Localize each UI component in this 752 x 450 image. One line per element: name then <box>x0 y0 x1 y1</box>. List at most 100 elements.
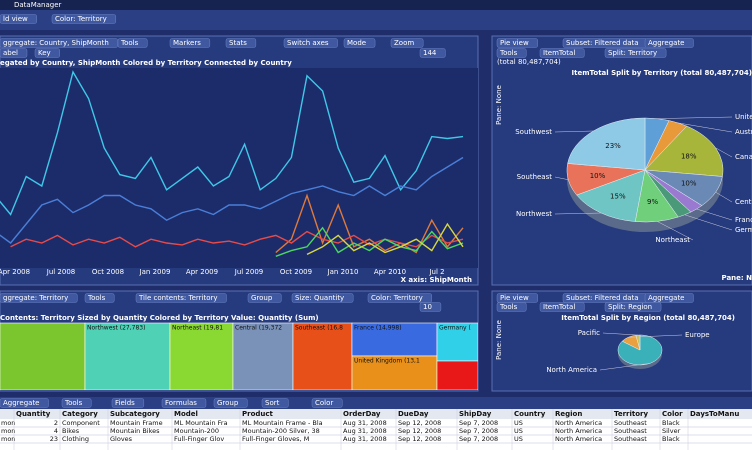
slice-category: Southwest <box>515 128 552 136</box>
toolbar-button[interactable]: Markers <box>173 39 201 47</box>
slice-label: 23% <box>605 142 621 150</box>
plot-area <box>0 68 478 268</box>
button-bg[interactable] <box>644 38 694 48</box>
x-tick-label: Jul 2008 <box>46 268 76 276</box>
toolbar-button[interactable]: Formulas <box>165 399 197 407</box>
toolbar-button[interactable]: Sort <box>265 399 280 407</box>
button-bg[interactable] <box>539 302 585 312</box>
toolbar-button[interactable]: ggregate: Territory <box>3 294 68 302</box>
button-bg[interactable] <box>419 302 442 312</box>
series-line <box>0 70 464 216</box>
treemap-title: Contents: Territory Sized by Quantity Co… <box>0 314 319 322</box>
table-cell: Black <box>662 419 680 427</box>
column-header: Category <box>62 410 98 418</box>
button-bg[interactable] <box>539 48 585 58</box>
toolbar-button[interactable]: ItemTotal <box>543 303 575 311</box>
button-bg[interactable] <box>604 48 667 58</box>
toolbar-button[interactable]: Fields <box>115 399 135 407</box>
toolbar-button[interactable]: Tools <box>499 303 518 311</box>
table-cell: Silver <box>662 427 681 435</box>
button-bg[interactable] <box>496 48 527 58</box>
button-bg[interactable] <box>0 398 49 408</box>
toolbar-button[interactable]: Subset: Filtered data <box>566 294 639 302</box>
button-bg[interactable] <box>161 398 207 408</box>
toolbar-button[interactable]: Group <box>217 399 239 407</box>
toolbar-button[interactable]: Split: Region <box>608 303 652 311</box>
button-bg[interactable] <box>644 293 694 303</box>
toolbar-button[interactable]: ld view <box>3 15 28 23</box>
column-header: Model <box>174 410 198 418</box>
toolbar-button[interactable]: Aggregate <box>648 294 685 302</box>
table-cell: Mountain Bikes <box>110 427 160 435</box>
column-header: Territory <box>614 410 649 418</box>
column-header: Quantity <box>16 410 51 418</box>
table-cell: North America <box>555 427 602 435</box>
column-header: Region <box>555 410 582 418</box>
button-bg[interactable] <box>34 48 60 58</box>
toolbar-button[interactable]: Tile contents: Territory <box>138 294 218 302</box>
toolbar-button[interactable]: Zoom <box>394 39 414 47</box>
toolbar-button[interactable]: 144 <box>423 49 437 57</box>
slice-label: 9% <box>647 198 658 206</box>
button-bg[interactable] <box>135 293 227 303</box>
toolbar-button[interactable]: Pie view <box>500 294 529 302</box>
button-bg[interactable] <box>604 302 662 312</box>
button-bg[interactable] <box>390 38 424 48</box>
button-bg[interactable] <box>84 293 115 303</box>
toolbar-button[interactable]: Tools <box>64 399 83 407</box>
toolbar-button[interactable]: Stats <box>229 39 247 47</box>
toolbar-button[interactable]: Color: Territory <box>371 294 423 302</box>
slice-category: Canada <box>735 153 752 161</box>
toolbar-button[interactable]: Tools <box>120 39 139 47</box>
toolbar-button[interactable]: ggregate: Country, ShipMonth <box>3 39 109 47</box>
toolbar-button[interactable]: Color: Territory <box>55 15 107 23</box>
series-line <box>275 193 464 254</box>
button-bg[interactable] <box>367 293 433 303</box>
button-bg[interactable] <box>247 293 282 303</box>
tile-label: France (14,998) <box>354 325 402 332</box>
button-bg[interactable] <box>283 38 338 48</box>
column-header: Country <box>514 410 546 418</box>
button-bg[interactable] <box>0 48 28 58</box>
table-cell: Full-Finger Gloves, M <box>242 435 309 443</box>
button-bg[interactable] <box>225 38 257 48</box>
table-cell: North America <box>555 419 602 427</box>
button-bg[interactable] <box>419 48 446 58</box>
toolbar-button[interactable]: Split: Territory <box>608 49 657 57</box>
button-bg[interactable] <box>311 398 343 408</box>
app-title: DataManager <box>14 1 62 9</box>
button-bg[interactable] <box>0 293 78 303</box>
tile-label: Northwest (27,783) <box>87 325 145 332</box>
toolbar-button[interactable]: Tools <box>87 294 106 302</box>
toolbar-button[interactable]: Subset: Filtered data <box>566 39 639 47</box>
button-bg[interactable] <box>213 398 248 408</box>
button-bg[interactable] <box>343 38 376 48</box>
button-bg[interactable] <box>169 38 211 48</box>
toolbar-button[interactable]: Switch axes <box>287 39 329 47</box>
toolbar-button[interactable]: 10 <box>423 303 432 311</box>
button-bg[interactable] <box>111 398 145 408</box>
toolbar-button[interactable]: Aggregate <box>3 399 40 407</box>
button-bg[interactable] <box>117 38 148 48</box>
toolbar-button[interactable]: Tools <box>499 49 518 57</box>
table-cell: Southeast <box>614 419 647 427</box>
toolbar-button[interactable]: Pie view <box>500 39 529 47</box>
slice-category: Northeast <box>655 236 690 244</box>
button-bg[interactable] <box>496 302 527 312</box>
toolbar-button[interactable]: Aggregate <box>648 39 685 47</box>
button-bg[interactable] <box>61 398 92 408</box>
toolbar-button[interactable]: ItemTotal <box>543 49 575 57</box>
toolbar-button[interactable]: Size: Quantity <box>295 294 344 302</box>
button-bg[interactable] <box>261 398 289 408</box>
toolbar-button[interactable]: Color <box>315 399 333 407</box>
toolbar-button[interactable]: Mode <box>347 39 366 47</box>
button-bg[interactable] <box>496 38 538 48</box>
toolbar-button[interactable]: Group <box>251 294 273 302</box>
line-plot <box>0 70 464 257</box>
button-bg[interactable] <box>51 14 117 24</box>
toolbar-button[interactable]: Key <box>38 49 51 57</box>
button-bg[interactable] <box>0 14 37 24</box>
toolbar-button[interactable]: abel <box>3 49 18 57</box>
button-bg[interactable] <box>291 293 354 303</box>
leader-line <box>678 122 733 133</box>
